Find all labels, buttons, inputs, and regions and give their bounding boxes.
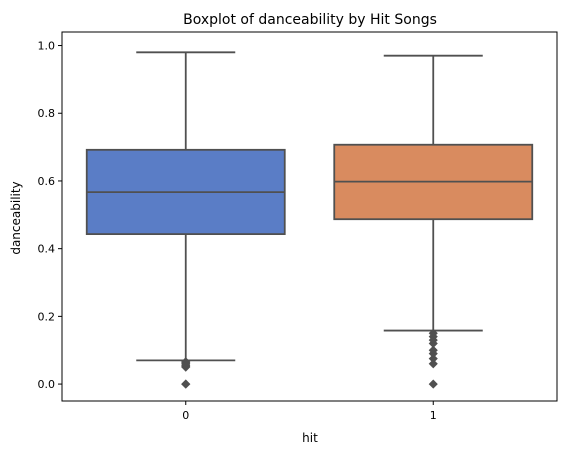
outlier-point xyxy=(428,359,438,369)
y-tick-label: 0.0 xyxy=(38,378,56,391)
outlier-point xyxy=(181,357,191,367)
plot-area: 0.0 0.2 0.4 0.6 0.8 1.0 0 1 xyxy=(38,31,558,422)
box-group-1 xyxy=(333,54,534,389)
x-tick-label: 1 xyxy=(430,409,437,422)
outlier-point xyxy=(428,328,438,338)
y-tick-label: 0.2 xyxy=(38,310,56,323)
x-axis-label: hit xyxy=(302,431,318,445)
outlier-point xyxy=(181,379,191,389)
chart-title: Boxplot of danceability by Hit Songs xyxy=(183,12,437,28)
x-tick-label: 0 xyxy=(182,409,189,422)
outlier-point xyxy=(428,354,438,364)
y-axis-label: danceability xyxy=(9,181,23,254)
y-tick-label: 0.8 xyxy=(38,107,56,120)
outlier-point xyxy=(428,345,438,355)
y-tick-label: 0.4 xyxy=(38,243,56,256)
outlier-point xyxy=(428,379,438,389)
y-tick-label: 1.0 xyxy=(38,40,56,53)
box-group-0 xyxy=(85,51,286,389)
y-tick-label: 0.6 xyxy=(38,175,56,188)
plot-frame xyxy=(61,31,558,402)
